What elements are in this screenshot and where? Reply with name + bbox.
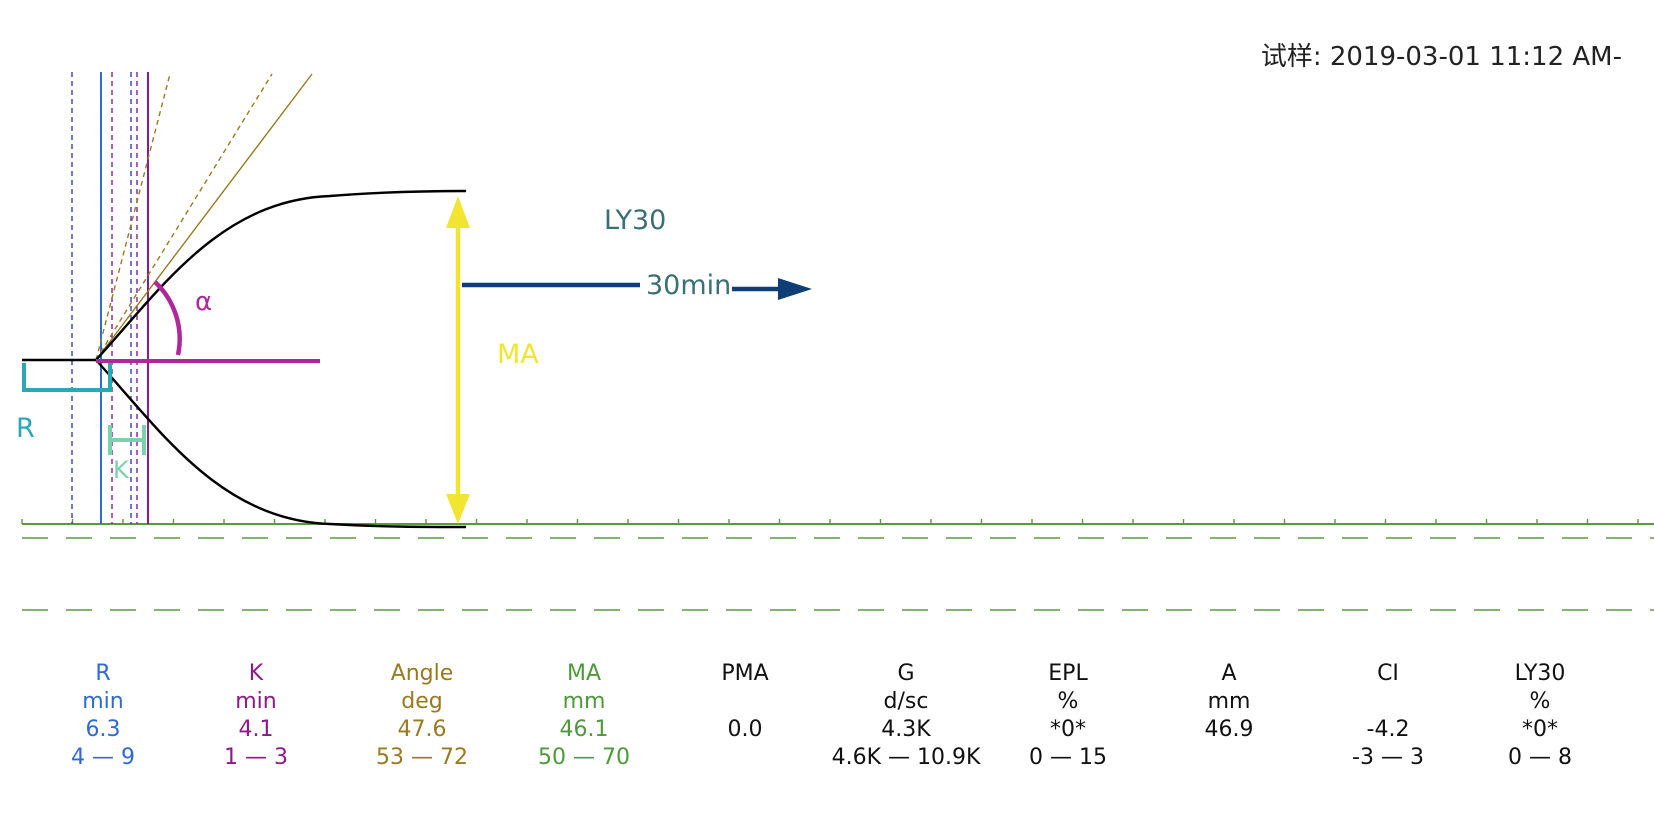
param-col-r: R min 6.3 4 — 9 <box>13 660 193 772</box>
ma-label: MA <box>497 339 539 370</box>
baseline-ticks <box>21 519 1639 524</box>
param-range: 0 — 8 <box>1508 745 1572 770</box>
param-range: 50 — 70 <box>538 745 630 770</box>
param-col-a: A mm 46.9 <box>1139 660 1319 772</box>
angle-tangent-dashed-1 <box>95 73 273 361</box>
param-name: R <box>95 661 111 686</box>
alpha-label: α <box>195 287 212 317</box>
param-range: 53 — 72 <box>376 745 468 770</box>
param-value: 4.1 <box>238 717 274 742</box>
param-range: -3 — 3 <box>1352 745 1424 770</box>
param-unit: % <box>1057 689 1079 714</box>
param-range: 4.6K — 10.9K <box>831 745 981 770</box>
parameter-table: R min 6.3 4 — 9 K min 4.1 1 — 3 Angle de… <box>0 660 1654 800</box>
param-name: K <box>248 661 264 686</box>
param-value: -4.2 <box>1366 717 1410 742</box>
trace-lower-curve <box>95 359 467 529</box>
param-col-epl: EPL % *0* 0 — 15 <box>978 660 1158 772</box>
param-name: Angle <box>390 661 454 686</box>
param-name: A <box>1221 661 1237 686</box>
param-value: 6.3 <box>85 717 121 742</box>
param-value: 47.6 <box>397 717 447 742</box>
sample-header: 试样: 2019-03-01 11:12 AM- <box>1260 42 1622 72</box>
param-unit: d/sc <box>883 689 929 714</box>
param-unit: min <box>82 689 124 714</box>
param-col-pma: PMA 0.0 <box>655 660 835 772</box>
k-bracket <box>108 425 146 455</box>
param-unit <box>655 688 835 716</box>
param-col-ly30: LY30 % *0* 0 — 8 <box>1450 660 1630 772</box>
param-range <box>655 744 835 772</box>
trace-upper-curve <box>95 189 467 361</box>
ly30-minutes-label: 30min <box>646 270 731 301</box>
param-name: CI <box>1377 661 1399 686</box>
param-value: *0* <box>1522 717 1558 742</box>
param-value: 4.3K <box>881 717 931 742</box>
param-unit: min <box>235 689 277 714</box>
angle-tangent-solid <box>95 73 313 361</box>
param-value: 46.1 <box>559 717 609 742</box>
param-name: MA <box>566 661 602 686</box>
r-bracket <box>22 363 112 392</box>
param-range <box>1139 744 1319 772</box>
ma-arrow-head-bottom <box>446 494 470 524</box>
angle-tangent-dashed-2 <box>95 73 171 361</box>
param-name: G <box>897 661 915 686</box>
param-col-angle: Angle deg 47.6 53 — 72 <box>332 660 512 772</box>
param-col-ma: MA mm 46.1 50 — 70 <box>494 660 674 772</box>
param-range: 0 — 15 <box>1029 745 1107 770</box>
alpha-arc <box>153 280 182 356</box>
param-col-g: G d/sc 4.3K 4.6K — 10.9K <box>816 660 996 772</box>
ma-arrow-head-top <box>446 196 470 228</box>
param-name: PMA <box>721 661 769 686</box>
teg-chart: α R K MA LY30 30min <box>16 72 1654 611</box>
param-col-ci: CI -4.2 -3 — 3 <box>1298 660 1478 772</box>
ly30-arrow-head <box>778 278 812 300</box>
param-name: EPL <box>1048 661 1088 686</box>
param-value: 0.0 <box>727 717 763 742</box>
param-unit: mm <box>1207 689 1251 714</box>
k-label: K <box>113 456 130 484</box>
param-range: 4 — 9 <box>71 745 135 770</box>
ly30-label: LY30 <box>604 205 666 236</box>
r-label: R <box>16 413 35 444</box>
param-unit: deg <box>401 689 443 714</box>
param-unit: mm <box>562 689 606 714</box>
param-value: 46.9 <box>1204 717 1254 742</box>
param-name: LY30 <box>1514 661 1566 686</box>
param-range: 1 — 3 <box>224 745 288 770</box>
param-col-k: K min 4.1 1 — 3 <box>166 660 346 772</box>
param-unit: % <box>1529 689 1551 714</box>
param-value: *0* <box>1050 717 1086 742</box>
